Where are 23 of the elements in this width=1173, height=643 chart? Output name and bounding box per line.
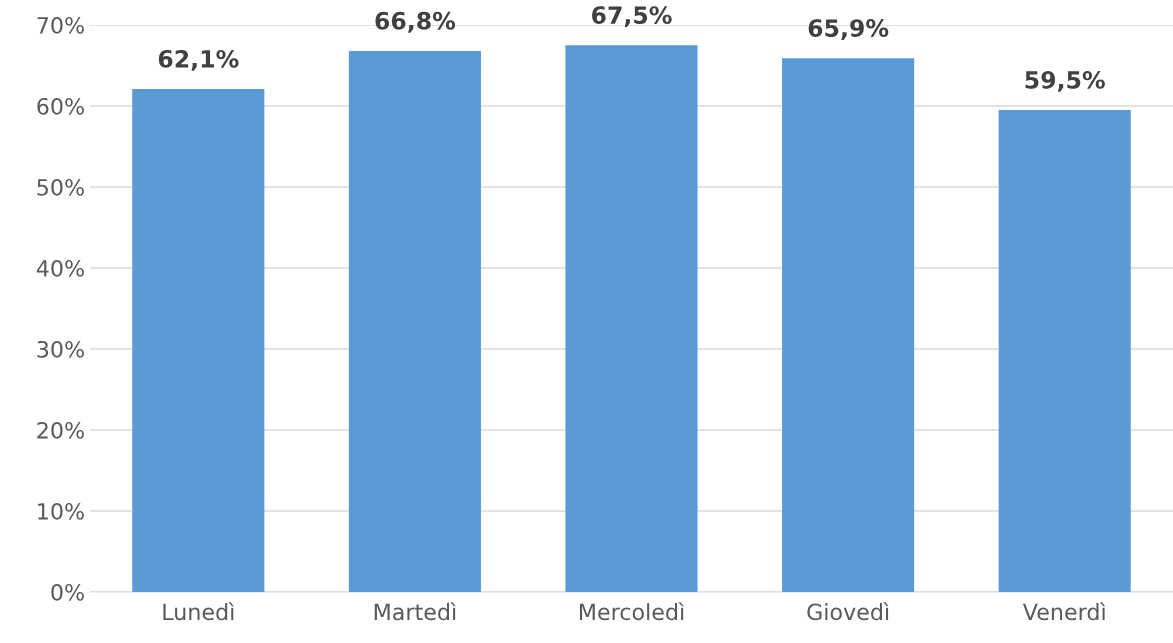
bar <box>348 50 481 592</box>
y-tick-label: 60% <box>37 97 84 115</box>
y-tick-label: 30% <box>37 340 84 358</box>
y-tick-label: 0% <box>51 583 84 601</box>
x-tick-label: Giovedì <box>807 602 889 621</box>
x-tick-label: Lunedì <box>163 602 234 621</box>
data-label: 67,5% <box>592 6 672 28</box>
x-tick-label: Mercoledì <box>579 602 684 621</box>
y-tick-label: 40% <box>36 259 84 277</box>
bar <box>565 45 698 592</box>
data-label: 66,8% <box>375 11 456 33</box>
y-tick-label: 70% <box>37 16 84 34</box>
bar <box>998 110 1131 592</box>
data-label: 62,1% <box>158 49 239 71</box>
y-tick-label: 50% <box>37 178 84 196</box>
y-tick-label: 20% <box>37 421 84 439</box>
y-tick-label: 10% <box>38 502 84 520</box>
bar <box>132 88 265 592</box>
data-label: 59,5% <box>1025 70 1105 92</box>
x-tick-label: Martedì <box>374 602 456 621</box>
data-label: 65,9% <box>808 19 889 40</box>
bar <box>782 58 915 592</box>
x-tick-label: Venerdì <box>1022 602 1106 621</box>
